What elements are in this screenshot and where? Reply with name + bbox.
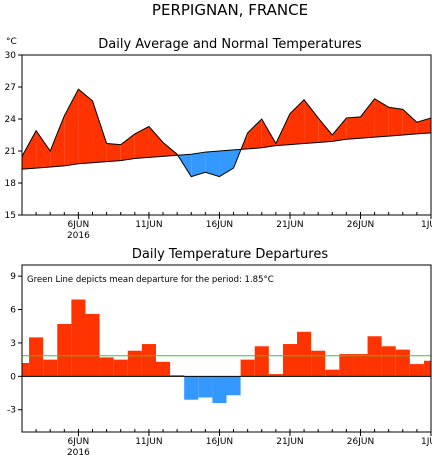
departure-bar (409, 364, 424, 377)
departure-bar (325, 369, 340, 377)
temperature-fill-layer (22, 89, 431, 177)
temperature-fill-segment (332, 117, 347, 142)
departure-bar (85, 313, 100, 377)
average-temperature-line (21, 88, 432, 178)
temperature-fill-segment (247, 119, 262, 149)
departure-chart: Daily Temperature Departures Green Line … (7, 247, 432, 455)
departure-chart-title: Daily Temperature Departures (132, 247, 328, 262)
departure-bar (381, 346, 396, 377)
y-tick-label: 0 (10, 372, 16, 382)
x-tick-label: 26JUN (347, 220, 374, 230)
temperature-fill-segment (36, 130, 51, 169)
departure-bar (367, 336, 382, 377)
departure-bar (127, 350, 142, 377)
y-tick-label: 15 (5, 211, 16, 221)
y-tick-label: 21 (5, 147, 16, 157)
y-tick-label: 6 (10, 306, 16, 316)
departure-bar (212, 376, 227, 404)
temperature-fill-segment (318, 117, 333, 143)
temperature-fill-segment (106, 143, 121, 162)
departure-bar (254, 346, 269, 377)
departure-bar (43, 359, 58, 377)
departure-bar (353, 354, 368, 377)
y-tick-label: 30 (5, 51, 17, 61)
temperature-fill-segment (388, 107, 403, 137)
x-tick-label: 21JUN (276, 437, 303, 447)
x-tick-label: 11JUN (135, 437, 162, 447)
temperature-fill-segment (120, 133, 135, 161)
x-tick-label: 6JUN (68, 220, 90, 230)
departure-bar (268, 374, 283, 377)
y-tick-label: 9 (10, 272, 16, 282)
temperature-y-unit: °C (6, 37, 17, 47)
x-tick-label: 16JUN (206, 220, 233, 230)
departure-chart-frame (21, 264, 432, 433)
temperature-fill-segment (261, 119, 276, 148)
x-tick-label: 1JUL (421, 220, 432, 230)
temperature-fill-segment (134, 126, 149, 159)
temperature-chart-title: Daily Average and Normal Temperatures (98, 37, 362, 52)
departure-bar (240, 359, 255, 377)
departure-y-axis: -3 0 3 6 9 (7, 272, 22, 416)
x-tick-label: 1JUL (421, 437, 432, 447)
y-tick-label: 3 (10, 339, 16, 349)
temperature-fill-segment (289, 99, 305, 145)
departure-line-layer (22, 355, 431, 377)
departure-bar (113, 359, 128, 377)
temperature-fill-segment (148, 126, 164, 158)
temperature-fill-segment (78, 89, 93, 164)
departure-bar (311, 350, 326, 377)
temperature-fill-segment (205, 151, 220, 177)
temperature-fill-segment (92, 100, 107, 163)
x-tick-label: 6JUN (68, 437, 90, 447)
y-tick-label: 24 (5, 115, 17, 125)
temperature-fill-segment (22, 130, 37, 170)
temperature-fill-segment (346, 116, 361, 140)
temperature-fill-segment (360, 98, 375, 139)
x-year-label: 2016 (67, 448, 90, 455)
y-tick-label: 27 (5, 83, 16, 93)
x-year-label: 2016 (67, 231, 90, 241)
temperature-y-axis: 15 18 21 24 27 30 (5, 51, 22, 221)
departure-bar (141, 344, 156, 377)
temperature-chart-frame (21, 54, 432, 216)
departure-bar (22, 362, 30, 377)
y-tick-label: 18 (5, 179, 17, 189)
x-tick-label: 16JUN (206, 437, 233, 447)
departure-bar (29, 337, 44, 377)
departure-bar (184, 376, 199, 400)
departure-bar (226, 376, 241, 396)
temperature-fill-segment (402, 109, 417, 135)
departure-bar (339, 354, 354, 377)
temperature-fill-segment (50, 115, 65, 167)
x-tick-label: 11JUN (135, 220, 162, 230)
temperature-fill-segment (191, 152, 206, 177)
departure-bar (297, 331, 312, 377)
departure-bar (198, 376, 213, 398)
y-tick-label: -3 (7, 406, 16, 416)
x-tick-label: 21JUN (276, 220, 303, 230)
temperature-fill-segment (304, 99, 319, 144)
temperature-line-layer (21, 88, 432, 178)
page-title: PERPIGNAN, FRANCE (152, 1, 308, 19)
departure-bar-layer (22, 299, 431, 404)
departure-bar (71, 299, 86, 377)
departure-bar (99, 357, 114, 377)
departure-bar (423, 360, 431, 377)
temperature-fill-segment (374, 98, 389, 138)
departure-bar (170, 375, 185, 377)
departure-bar (57, 324, 72, 377)
normal-temperature-line (21, 132, 432, 170)
temperature-fill-segment (64, 89, 79, 166)
mean-departure-note: Green Line depicts mean departure for th… (27, 275, 274, 285)
departure-bar (282, 344, 298, 377)
x-tick-label: 26JUN (347, 437, 374, 447)
temperature-chart: Daily Average and Normal Temperatures °C… (5, 37, 432, 241)
departure-bar (395, 349, 410, 377)
departure-bar (155, 361, 171, 377)
temperature-fill-segment (416, 117, 431, 134)
